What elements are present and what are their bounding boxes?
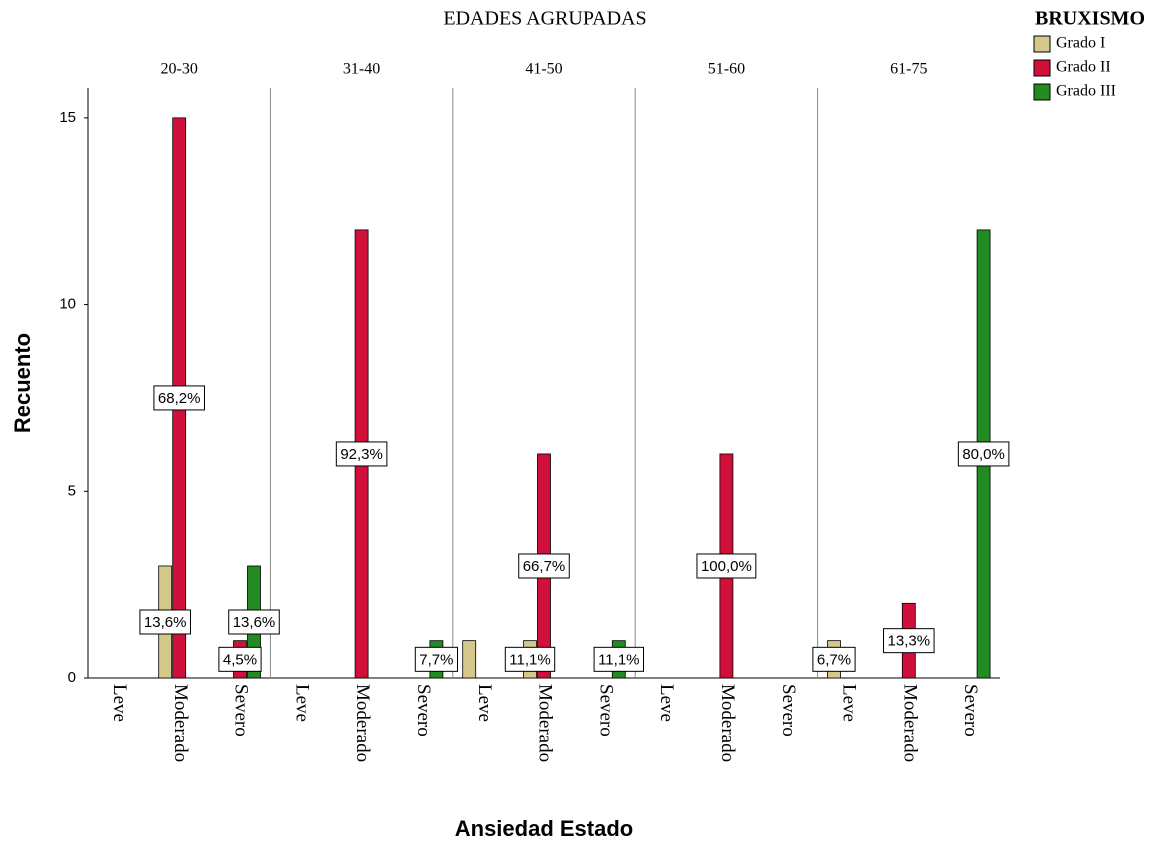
x-tick-label: Severo [595, 684, 616, 737]
value-label-text: 66,7% [523, 558, 566, 575]
x-tick-label: Severo [231, 684, 252, 737]
value-label-box [218, 646, 262, 672]
value-label: 13,3% [883, 628, 935, 654]
value-label-box [228, 609, 280, 635]
value-label-box [696, 553, 757, 579]
panel-label: 61-75 [890, 61, 927, 78]
value-label-text: 4,5% [223, 651, 257, 668]
x-tick-label: Severo [960, 684, 981, 737]
legend-swatch [1033, 59, 1051, 77]
value-label: 100,0% [696, 553, 757, 579]
value-label: 68,2% [153, 385, 205, 411]
value-label-text: 92,3% [340, 446, 383, 463]
legend-label: Grado I [1056, 35, 1105, 52]
value-label-text: 11,1% [598, 651, 639, 668]
value-label-text: 68,2% [158, 390, 201, 407]
legend-swatch [1033, 83, 1051, 101]
value-label-box [518, 553, 570, 579]
chart-title: EDADES AGRUPADAS [443, 8, 646, 30]
panel-label: 41-50 [525, 61, 562, 78]
x-tick-label: Leve [656, 684, 677, 722]
value-label: 92,3% [335, 441, 388, 467]
value-label: 13,6% [228, 609, 280, 635]
value-label-box [139, 609, 191, 635]
value-label-box [335, 441, 388, 467]
value-label: 11,1% [504, 646, 556, 672]
panel-label: 51-60 [708, 61, 745, 78]
value-label-text: 13,6% [233, 614, 276, 631]
value-label-text: 13,6% [144, 614, 187, 631]
value-label-text: 80,0% [962, 446, 1005, 463]
x-tick-label: Leve [291, 684, 312, 722]
value-label-text: 100,0% [701, 558, 752, 575]
x-tick-label: Moderado [352, 684, 373, 762]
y-tick-label: 5 [68, 482, 76, 499]
value-label-box [153, 385, 205, 411]
y-tick-label: 15 [59, 109, 76, 126]
value-label: 6,7% [812, 646, 856, 672]
value-label-box [414, 646, 459, 672]
x-tick-label: Moderado [899, 684, 920, 762]
value-label: 11,1% [593, 646, 645, 672]
y-tick-label: 10 [59, 296, 76, 313]
value-label-box [812, 646, 856, 672]
value-label-box [593, 646, 645, 672]
legend-label: Grado II [1056, 59, 1111, 76]
value-label: 4,5% [218, 646, 262, 672]
value-label: 80,0% [957, 441, 1010, 467]
value-label-text: 7,7% [419, 651, 453, 668]
value-label-text: 6,7% [817, 651, 851, 668]
value-label: 7,7% [414, 646, 459, 672]
x-tick-label: Moderado [170, 684, 191, 762]
x-tick-label: Leve [474, 684, 495, 722]
x-tick-label: Leve [839, 684, 860, 722]
value-label: 13,6% [139, 609, 191, 635]
x-tick-label: Moderado [717, 684, 738, 762]
y-tick-label: 0 [68, 669, 76, 686]
x-axis-label: Ansiedad Estado [455, 816, 633, 841]
legend-title: BRUXISMO [1035, 8, 1145, 30]
panel-label: 31-40 [343, 61, 380, 78]
value-label-box [957, 441, 1010, 467]
value-label-text: 11,1% [509, 651, 550, 668]
legend-label: Grado III [1056, 83, 1116, 100]
panel-label: 20-30 [161, 61, 198, 78]
y-axis-label: Recuento [10, 333, 35, 433]
value-label-box [504, 646, 556, 672]
value-label-text: 13,3% [888, 633, 931, 650]
bar [462, 640, 477, 679]
x-tick-label: Leve [109, 684, 130, 722]
legend-swatch [1033, 35, 1051, 53]
x-tick-label: Moderado [535, 684, 556, 762]
value-label: 66,7% [518, 553, 570, 579]
value-label-box [883, 628, 935, 654]
x-tick-label: Severo [778, 684, 799, 737]
x-tick-label: Severo [413, 684, 434, 737]
